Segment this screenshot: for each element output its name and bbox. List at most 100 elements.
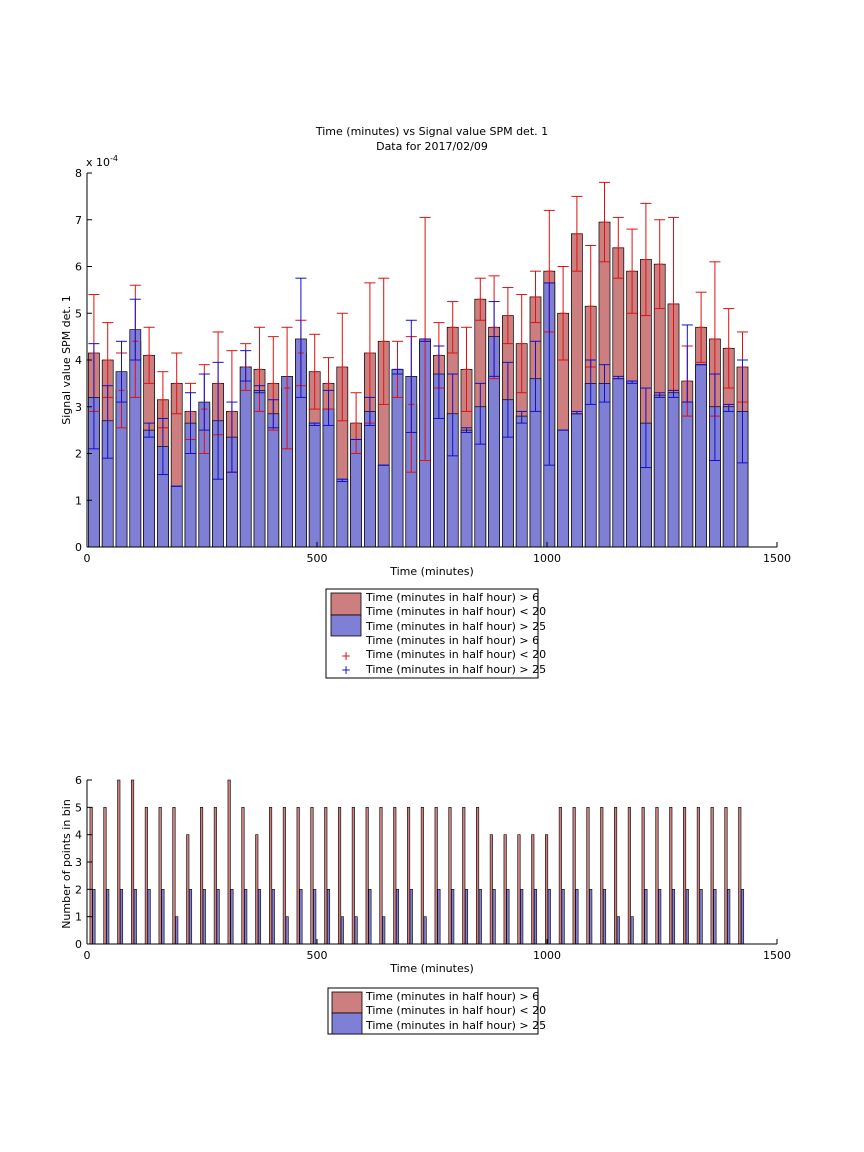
- count-blue-bar: [285, 916, 289, 945]
- count-axes: 0 500 1000 1500 0 1 2 3 4 5 6: [75, 774, 791, 962]
- count-blue-bar: [589, 889, 593, 945]
- count-legend-entry-2: Time (minutes in half hour) < 20: [365, 1004, 546, 1017]
- count-red-bar: [696, 807, 700, 945]
- count-x-tick-label: 500: [307, 949, 328, 962]
- signal-blue-errorbars: [88, 277, 749, 487]
- signal-blue-bar: [681, 401, 694, 548]
- count-legend-entry-3: Time (minutes in half hour) > 25: [365, 1019, 546, 1032]
- signal-y-tick-label: 8: [75, 167, 82, 180]
- signal-y-tick-label: 3: [75, 401, 82, 414]
- signal-axes: 0 500 1000 1500 0 1 2 3 4 5 6 7 8: [75, 167, 791, 565]
- count-red-bar: [545, 834, 549, 945]
- count-x-tick-label: 1500: [763, 949, 791, 962]
- signal-blue-bar: [571, 413, 583, 548]
- count-red-bar: [655, 807, 659, 945]
- count-blue-bar: [533, 889, 538, 945]
- signal-x-tick-label: 1500: [763, 552, 791, 565]
- count-legend-swatch-blue: [331, 1012, 363, 1035]
- count-red-bar: [227, 779, 231, 945]
- signal-blue-bar: [322, 408, 335, 548]
- legend-blue-plus-marker: +: [341, 663, 351, 677]
- count-red-bar: [158, 807, 162, 945]
- signal-y-tick-label: 6: [75, 261, 82, 274]
- count-red-bar: [282, 807, 286, 945]
- signal-legend: + + Time (minutes in half hour) > 6 Time…: [325, 588, 546, 679]
- count-red-bar: [434, 807, 438, 945]
- signal-y-tick-label: 0: [75, 541, 82, 554]
- count-blue-bar: [230, 889, 234, 945]
- signal-y-tick-label: 5: [75, 307, 82, 320]
- count-red-bar: [586, 807, 590, 945]
- count-y-tick-label: 3: [75, 856, 82, 869]
- count-red-bar: [269, 807, 273, 945]
- count-red-bar: [738, 807, 742, 945]
- count-red-bar: [351, 807, 355, 945]
- signal-exponent-label: x 10-4: [86, 154, 118, 169]
- count-blue-bar: [685, 889, 689, 945]
- count-blue-bar: [119, 889, 124, 945]
- count-red-bar: [572, 807, 576, 945]
- signal-blue-bar: [598, 383, 611, 548]
- signal-blue-bar: [350, 439, 362, 548]
- count-red-bar: [296, 807, 300, 945]
- count-blue-bar: [161, 889, 165, 945]
- count-red-bar: [724, 807, 728, 945]
- count-blue-bar: [395, 889, 400, 945]
- count-blue-bar: [257, 889, 262, 945]
- count-blue-bar: [299, 889, 303, 945]
- count-blue-bar: [464, 889, 469, 945]
- count-red-bar: [448, 807, 452, 945]
- count-red-bar: [310, 807, 314, 945]
- count-red-bar: [503, 834, 507, 945]
- count-red-bar: [558, 807, 562, 945]
- count-red-bar: [393, 807, 397, 945]
- signal-blue-bar: [667, 392, 680, 548]
- figure-subtitle: Data for 2017/02/09: [376, 140, 488, 153]
- count-red-bar: [379, 807, 383, 945]
- signal-x-tick-label: 500: [307, 552, 328, 565]
- count-blue-bar: [671, 889, 676, 945]
- count-red-bar: [338, 807, 342, 945]
- count-red-bar: [614, 807, 618, 945]
- count-blue-bar: [354, 916, 358, 945]
- signal-blue-bar: [377, 464, 390, 548]
- count-y-tick-label: 6: [75, 774, 82, 787]
- signal-y-tick-label: 7: [75, 214, 82, 227]
- count-blue-bar: [216, 889, 220, 945]
- count-x-tick-label: 1000: [533, 949, 561, 962]
- count-blue-bar: [575, 889, 579, 945]
- count-blue-bar: [188, 889, 193, 945]
- count-legend-entry-1: Time (minutes in half hour) > 6: [365, 990, 539, 1003]
- signal-blue-bar: [336, 478, 349, 548]
- count-blue-bar: [478, 889, 482, 945]
- count-blue-bar: [658, 889, 662, 945]
- signal-chart: 0 500 1000 1500 0 1 2 3 4 5 6 7 8 x 10-4 Time (minut…: [60, 154, 791, 578]
- count-blue-bar: [147, 889, 151, 945]
- count-blue-bar: [409, 889, 413, 945]
- signal-blue-bar: [170, 485, 183, 548]
- legend-entry-2: Time (minutes in half hour) < 20: [365, 605, 546, 618]
- count-blue-bar: [630, 916, 634, 945]
- count-blue-bar: [547, 889, 551, 945]
- count-blue-bar: [740, 889, 745, 945]
- count-blue-bar: [202, 889, 206, 945]
- count-blue-bar: [644, 889, 648, 945]
- count-red-bar: [627, 807, 631, 945]
- count-blue-bar: [92, 889, 96, 945]
- count-blue-bar: [616, 916, 620, 945]
- signal-ylabel: Signal value SPM det. 1: [60, 295, 73, 425]
- signal-blue-bar: [695, 364, 707, 548]
- count-blue-bar: [561, 889, 565, 945]
- signal-blue-bar: [308, 422, 321, 548]
- count-red-bar: [89, 807, 93, 945]
- count-red-bar: [200, 807, 204, 945]
- signal-blue-bar: [626, 380, 638, 548]
- count-red-bar: [669, 807, 673, 945]
- count-ylabel: Number of points in bin: [60, 799, 73, 929]
- signal-blue-bar: [612, 378, 625, 548]
- count-y-tick-label: 5: [75, 801, 82, 814]
- count-red-bar: [407, 807, 411, 945]
- signal-blue-bar: [239, 366, 252, 548]
- signal-y-tick-label: 4: [75, 354, 82, 367]
- count-red-bar: [420, 807, 424, 945]
